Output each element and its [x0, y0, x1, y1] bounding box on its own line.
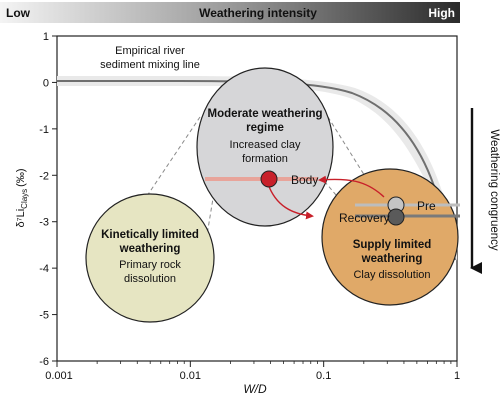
- kinetic-regime-title-1: Kinetically limited: [101, 229, 199, 241]
- moderate-regime-ellipse: [196, 67, 334, 227]
- supply-regime-circle: [321, 168, 459, 306]
- y-axis-label: δ⁷LiClays(‰): [15, 168, 29, 227]
- y-axis: 1 0 -1 -2 -3 -4 -5 -6: [39, 31, 57, 368]
- arrow-supply-to-body: [318, 175, 385, 198]
- x-tick-label: 0.01: [180, 370, 201, 382]
- body-point: [260, 170, 278, 188]
- intensity-title: Weathering intensity: [199, 6, 317, 20]
- moderate-regime-title-1: Moderate weathering: [207, 108, 322, 120]
- y-tick-label: 1: [43, 31, 49, 43]
- moderate-regime-desc-2: formation: [242, 153, 288, 165]
- supply-regime-title-1: Supply limited: [353, 239, 432, 251]
- mixing-line-label-1: Empirical river: [115, 45, 185, 57]
- kinetic-regime-desc-1: Primary rock: [119, 259, 181, 271]
- intensity-high-label: High: [428, 6, 455, 20]
- kinetic-regime-desc-2: dissolution: [124, 273, 176, 285]
- y-tick-label: -4: [39, 263, 49, 275]
- x-tick-label: 0.1: [316, 370, 331, 382]
- kinetic-regime-circle: [85, 193, 215, 323]
- mixing-line-label-2: sediment mixing line: [100, 59, 200, 71]
- y-tick-label: -1: [39, 124, 49, 136]
- y-tick-label: 0: [43, 77, 49, 89]
- y-tick-label: -3: [39, 217, 49, 229]
- congruency-label: Weathering congruency: [488, 129, 500, 250]
- supply-regime-title-2: weathering: [361, 253, 423, 265]
- supply-regime-desc-1: Clay dissolution: [353, 269, 430, 281]
- body-label: Body: [291, 173, 318, 187]
- x-axis-label: W/D: [243, 382, 267, 396]
- y-tick-label: -5: [39, 310, 49, 322]
- x-axis: 0.001 0.01 0.1 1: [45, 361, 460, 382]
- y-tick-label: -6: [39, 356, 49, 368]
- arrow-body-to-supply: [267, 183, 314, 220]
- kinetic-regime-title-2: weathering: [119, 243, 181, 255]
- x-tick-label: 1: [454, 370, 460, 382]
- moderate-regime-title-2: regime: [246, 122, 284, 134]
- intensity-gradient-bar: [0, 2, 460, 23]
- y-tick-label: -2: [39, 170, 49, 182]
- moderate-regime-desc-1: Increased clay: [230, 139, 301, 151]
- intensity-low-label: Low: [6, 6, 31, 20]
- pre-label: Pre: [417, 199, 436, 213]
- x-tick-label: 0.001: [45, 370, 73, 382]
- recovery-point: [387, 208, 405, 226]
- recovery-label: Recovery: [339, 211, 390, 225]
